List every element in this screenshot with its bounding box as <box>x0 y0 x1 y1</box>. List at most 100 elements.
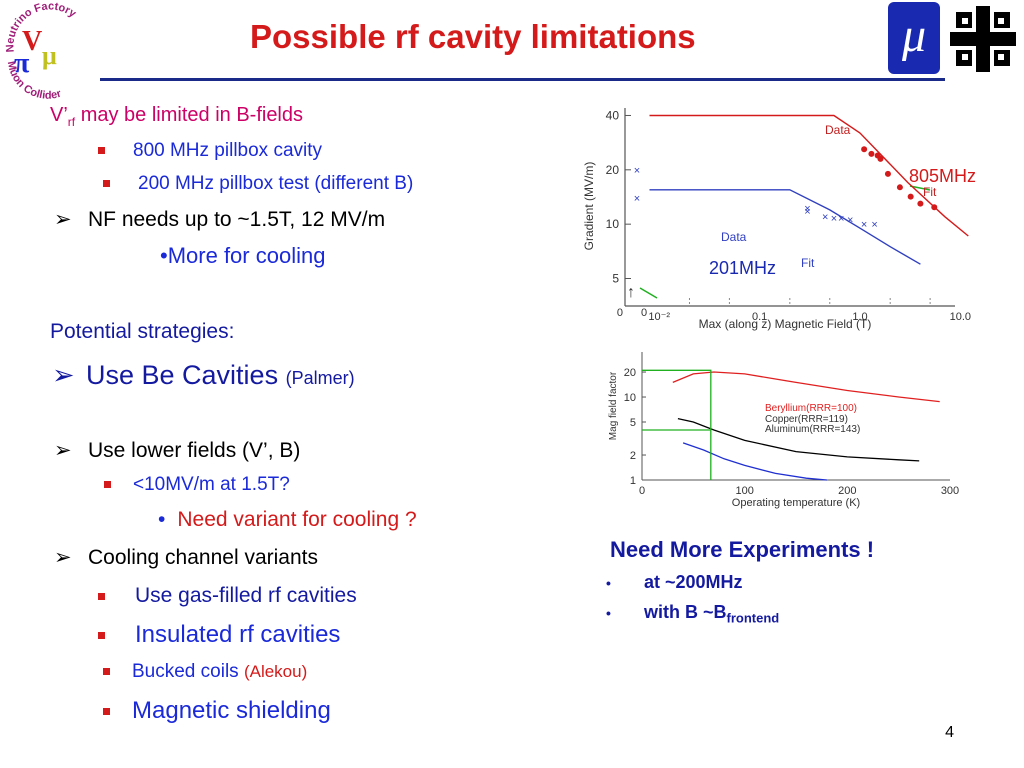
gradient-chart-x-tick-label: 0.1 <box>752 311 767 323</box>
limit-heading-text: may be limited in B-fields <box>75 104 304 126</box>
gradient-chart-y-tick-label: 10 <box>606 217 620 231</box>
list-item-text: <10MV/m at 1.5T? <box>133 474 290 495</box>
list-item-text: at ~200MHz <box>644 572 743 592</box>
list-item-text: Use lower fields (V’, B) <box>88 439 301 462</box>
fermilab-logo <box>948 4 1018 74</box>
list-item: •More for cooling <box>160 243 325 269</box>
list-item-text: Need variant for cooling ? <box>177 508 417 531</box>
vrf-subscript: rf <box>67 115 76 129</box>
square-bullet-icon <box>98 147 105 155</box>
list-item: Use gas-filled rf cavities <box>98 584 357 608</box>
square-bullet-icon <box>103 708 110 716</box>
mag-factor-x-tick-label: 100 <box>735 485 753 497</box>
gradient-data-point <box>907 193 914 200</box>
mag-factor-x-tick-label: 0 <box>639 485 645 497</box>
list-item: ➢ Use Be Cavities (Palmer) <box>52 360 355 391</box>
gradient-data-point: × <box>831 213 837 225</box>
gradient-fit-line <box>649 189 921 265</box>
mu-logo: μ <box>888 2 940 74</box>
gradient-chart-x-tick-label: 10.0 <box>950 311 971 323</box>
list-item-note: (Alekou) <box>243 662 308 681</box>
list-item: Insulated rf cavities <box>98 621 340 649</box>
mag-factor-series-line <box>677 417 920 462</box>
gradient-data-point <box>884 170 891 177</box>
gradient-chart-y-tick-label: 20 <box>606 163 620 177</box>
vrf-symbol: V’ <box>50 104 68 126</box>
limit-heading: V’rf may be limited in B-fields <box>50 104 303 129</box>
mag-factor-y-tick-label: 5 <box>630 417 636 429</box>
mag-factor-x-label: Operating temperature (K) <box>732 497 860 509</box>
dot-bullet-icon: • <box>606 605 611 621</box>
gradient-chart-guide-mark <box>909 185 931 191</box>
red-data-legend: Data <box>825 123 851 137</box>
list-item: • Need variant for cooling ? <box>158 508 417 532</box>
gradient-data-point <box>896 184 903 191</box>
annotation-805mhz: 805MHz <box>909 166 976 186</box>
mag-factor-x-tick-label: 300 <box>941 485 959 497</box>
blue-fit-legend: Fit <box>801 256 815 270</box>
gradient-data-point: × <box>847 215 853 227</box>
gradient-chart-x-label: Max (along z) Magnetic Field (T) <box>699 317 872 331</box>
dot-bullet-icon: • <box>160 243 168 268</box>
mag-factor-series-line <box>672 371 940 403</box>
list-item-text: Cooling channel variants <box>88 546 318 569</box>
strategies-heading: Potential strategies: <box>50 320 235 343</box>
gradient-data-point: × <box>804 203 810 215</box>
gradient-chart-x-tick-label: 1.0 <box>852 311 867 323</box>
list-item-text: Use Be Cavities <box>86 360 279 390</box>
mu-logo-symbol: μ <box>901 9 927 62</box>
gradient-data-point: × <box>804 206 810 218</box>
gradient-data-point <box>917 200 924 207</box>
gradient-chart-guide-mark <box>639 287 658 299</box>
list-item: Magnetic shielding <box>103 697 331 725</box>
gradient-data-point: × <box>838 213 844 225</box>
list-item-text: Bucked coils <box>132 661 239 682</box>
mag-factor-reference-line <box>642 369 712 480</box>
arrow-bullet-icon: ➢ <box>54 546 72 569</box>
list-item: • with B ~Bfrontend <box>606 602 779 626</box>
list-item: ➢ Use lower fields (V’, B) <box>54 438 300 463</box>
square-bullet-icon <box>103 668 110 676</box>
gradient-data-point <box>868 150 875 157</box>
arrow-bullet-icon: ➢ <box>54 439 72 462</box>
mag-factor-y-tick-label: 1 <box>630 475 636 487</box>
list-item-text: 200 MHz pillbox test (different B) <box>138 173 414 194</box>
arrow-bullet-icon: ➢ <box>52 360 75 390</box>
gradient-chart-x-zero: 0 <box>641 307 647 319</box>
list-item-text: Use gas-filled rf cavities <box>135 584 357 607</box>
gradient-data-point: × <box>861 219 867 231</box>
nfmc-logo-mu: μ <box>42 41 57 70</box>
list-item-text: 800 MHz pillbox cavity <box>133 140 323 161</box>
blue-data-legend: Data <box>721 230 747 244</box>
gradient-data-point: × <box>634 193 640 205</box>
gradient-chart-up-arrow-icon: ↑ <box>627 284 635 301</box>
gradient-data-point: × <box>871 219 877 231</box>
gradient-chart-x-tick-label: 10⁻² <box>648 311 670 323</box>
gradient-fit-line <box>649 114 969 237</box>
list-item-text: Insulated rf cavities <box>135 621 341 648</box>
nfmc-logo-v: V <box>22 26 42 57</box>
gradient-data-point: × <box>822 212 828 224</box>
list-item-subscript: frontend <box>726 610 780 626</box>
gradient-data-point: × <box>634 165 640 177</box>
list-item-text: Magnetic shielding <box>132 697 331 724</box>
experiments-heading: Need More Experiments ! <box>610 537 875 562</box>
list-item-text: with B ~B <box>644 602 727 622</box>
list-item-text: NF needs up to ~1.5T, 12 MV/m <box>88 208 386 231</box>
mag-factor-y-label: Mag field factor <box>608 371 619 440</box>
list-item: • at ~200MHz <box>606 572 743 593</box>
nfmc-logo: Neutrino Factory Muon Collider V π μ <box>0 0 100 101</box>
mag-factor-chart: 20 10 5 2 1 0 100 200 300 Mag field factor Oper… <box>608 352 959 509</box>
gradient-chart-y-zero: 0 <box>617 307 623 319</box>
gradient-chart-y-label: Gradient (MV/m) <box>582 162 596 251</box>
gradient-chart-y-tick-label: 5 <box>612 272 619 286</box>
list-item: Bucked coils (Alekou) <box>103 661 307 683</box>
arrow-bullet-icon: ➢ <box>54 208 72 231</box>
list-item: 800 MHz pillbox cavity <box>98 140 322 162</box>
gradient-data-point <box>877 155 884 162</box>
title-divider <box>100 78 945 81</box>
square-bullet-icon <box>98 632 105 640</box>
copper-legend: Copper(RRR=119) <box>765 414 848 425</box>
list-item: ➢ Cooling channel variants <box>54 545 318 570</box>
